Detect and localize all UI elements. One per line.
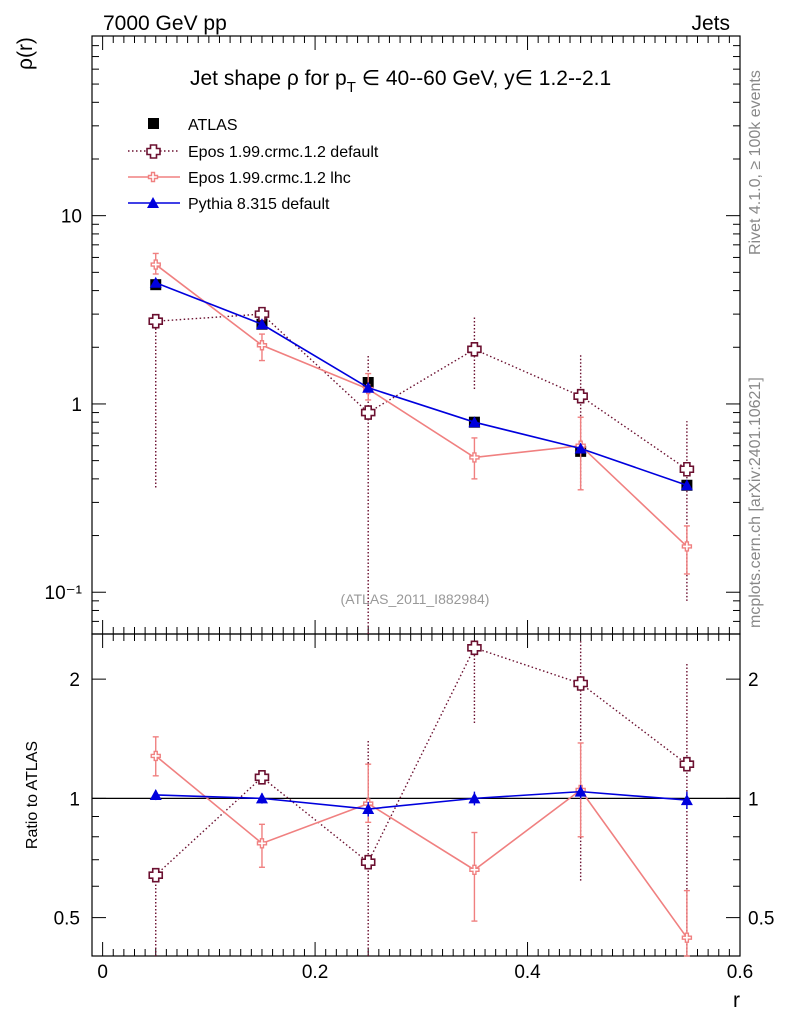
- xtick-label: 0.4: [514, 962, 541, 983]
- main-point-pythia: [362, 381, 375, 393]
- main-point-epos_lhc: [681, 541, 693, 552]
- main-point-epos_lhc: [469, 452, 480, 463]
- legend-marker-atlas: [148, 118, 159, 129]
- ratio-point-epos_default: [573, 676, 588, 691]
- ratio-ytick-label-right: 1: [748, 789, 759, 810]
- main-point-epos_lhc: [150, 259, 161, 270]
- main-point-pythia: [255, 318, 268, 330]
- main-point-pythia: [574, 442, 587, 454]
- ratio-point-epos_default: [467, 640, 482, 656]
- ratio-ytick-label-left: 1: [69, 789, 80, 810]
- main-series-layer: [148, 252, 695, 634]
- xtick-label: 0.2: [302, 962, 328, 983]
- main-point-epos_default: [360, 405, 376, 420]
- ratio-point-pythia: [680, 794, 693, 806]
- ratio-point-epos_default: [254, 770, 270, 785]
- legend-label-atlas: ATLAS: [188, 117, 238, 134]
- legend-marker-epos-default: [146, 144, 161, 159]
- legend-entry-epos-default: Epos 1.99.crmc.1.2 default: [128, 144, 379, 161]
- ratio-point-epos_default: [148, 867, 164, 883]
- ratio-axis-ticks: 2 2 1 1 0.5 0.5 0 0.2 0.4 0.6: [54, 634, 774, 983]
- main-ytick-label: 10⁻¹: [45, 583, 83, 604]
- header-right-label: Jets: [691, 12, 730, 35]
- main-point-pythia: [468, 416, 481, 428]
- ratio-line-pythia: [155, 790, 687, 810]
- ratio-point-pythia: [574, 785, 587, 797]
- ratio-series-epos_lhc: [150, 736, 693, 957]
- legend-label-pythia: Pythia 8.315 default: [188, 196, 330, 213]
- legend-entry-pythia: Pythia 8.315 default: [128, 196, 330, 213]
- mcplots-label: mcplots.cern.ch [arXiv:2401.10621]: [747, 377, 764, 628]
- ratio-point-epos_default: [679, 756, 695, 772]
- main-point-pythia: [680, 479, 693, 491]
- ratio-line-epos_default: [155, 646, 688, 876]
- header-left-label: 7000 GeV pp: [103, 12, 227, 35]
- ratio-series-pythia: [149, 785, 693, 817]
- analysis-watermark: (ATLAS_2011_I882984): [341, 591, 490, 607]
- main-point-epos_default: [254, 306, 270, 322]
- ratio-point-epos_default: [360, 854, 376, 870]
- chart-title-sub: T: [347, 79, 356, 96]
- main-line-epos_lhc: [155, 263, 688, 548]
- x-axis-label: r: [733, 989, 740, 1012]
- ratio-ytick-label-right: 0.5: [748, 909, 774, 930]
- ratio-panel-frame: [91, 633, 741, 957]
- rivet-version-label: Rivet 4.1.0, ≥ 100k events: [747, 70, 764, 255]
- legend-marker-pythia: [147, 197, 159, 208]
- chart-title: Jet shape ρ for pT ∈ 40--60 GeV, y∈ 1.2-…: [190, 67, 611, 96]
- legend-label-epos-default: Epos 1.99.crmc.1.2 default: [188, 144, 379, 161]
- main-ytick-label: 10: [61, 207, 82, 228]
- main-line-epos_default: [155, 313, 688, 470]
- main-series-epos_default: [148, 306, 695, 634]
- legend-entry-atlas: ATLAS: [148, 117, 238, 134]
- ratio-line-epos_lhc: [155, 755, 688, 939]
- main-point-epos_lhc: [256, 340, 268, 351]
- main-y-axis-label: ρ(r): [14, 37, 37, 70]
- ratio-series-layer: [148, 640, 695, 957]
- xtick-label: 0: [97, 962, 108, 983]
- ratio-point-pythia: [149, 788, 162, 800]
- legend: ATLAS Epos 1.99.crmc.1.2 default Epos 1.…: [128, 117, 379, 213]
- chart-title-prefix: Jet shape ρ for p: [190, 67, 347, 90]
- ratio-point-epos_lhc: [681, 932, 693, 943]
- ratio-point-pythia: [362, 803, 375, 815]
- main-point-pythia: [149, 276, 162, 288]
- main-series-pythia: [149, 276, 693, 491]
- chart-title-suffix: ∈ 40--60 GeV, y∈ 1.2--2.1: [356, 67, 611, 90]
- ratio-point-epos_lhc: [150, 750, 161, 762]
- main-series-epos_lhc: [150, 252, 693, 575]
- main-point-epos_default: [467, 342, 482, 357]
- legend-marker-epos-lhc: [147, 171, 159, 183]
- ratio-point-pythia: [255, 792, 268, 804]
- main-point-epos_default: [573, 388, 588, 404]
- ratio-point-epos_lhc: [469, 864, 480, 876]
- legend-label-epos-lhc: Epos 1.99.crmc.1.2 lhc: [188, 170, 351, 187]
- main-axis-ticks: 10 1 10⁻¹: [45, 35, 741, 635]
- ratio-y-axis-label: Ratio to ATLAS: [24, 741, 41, 849]
- ratio-point-pythia: [468, 792, 481, 804]
- main-point-epos_default: [148, 313, 164, 329]
- main-point-epos_default: [679, 461, 695, 477]
- ratio-ytick-label-left: 2: [69, 670, 80, 691]
- ratio-point-epos_lhc: [256, 838, 268, 849]
- main-line-pythia: [155, 282, 688, 487]
- ratio-ytick-label-left: 0.5: [54, 909, 80, 930]
- main-ytick-label: 1: [71, 395, 82, 416]
- ratio-ytick-label-right: 2: [748, 670, 759, 691]
- legend-entry-epos-lhc: Epos 1.99.crmc.1.2 lhc: [128, 170, 351, 187]
- xtick-label: 0.6: [727, 962, 753, 983]
